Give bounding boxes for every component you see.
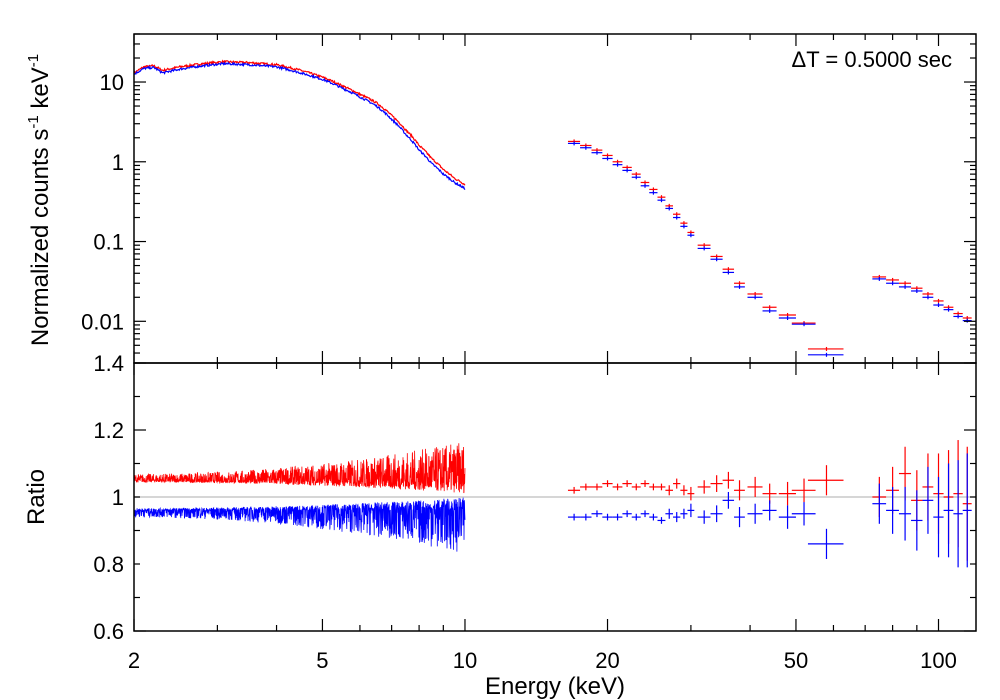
x-tick-label: 5	[316, 648, 328, 673]
x-tick-label: 10	[453, 648, 477, 673]
ratio-band-red	[134, 443, 465, 493]
x-tick-label: 50	[784, 648, 808, 673]
ratio-y-tick-label: 0.6	[93, 619, 124, 644]
y-title-mid: keV	[27, 67, 54, 115]
ratio-panel: 0.6 0.8 1 1.2 2 5 10 20 50 100 Ratio Energy (keV…	[23, 363, 976, 700]
ratio-y-tick-label: 1	[112, 485, 124, 510]
ratio-y-axis-title: Ratio	[23, 469, 50, 525]
spectrum-frame	[134, 34, 976, 363]
y-title-main: Normalized counts s	[27, 129, 54, 346]
ratio-series-red	[134, 440, 972, 561]
time-annotation: ΔT = 0.5000 sec	[792, 47, 952, 72]
x-tick-label: 2	[128, 648, 140, 673]
spectrum-axis-ticks	[134, 34, 976, 363]
x-tick-label: 20	[595, 648, 619, 673]
spectrum-y-tick-labels: 0.01 0.1 1 10	[81, 70, 124, 334]
spectrum-curve-red	[134, 61, 465, 186]
spectrum-y-tick-label: 1	[112, 150, 124, 175]
ratio-y-tick-label: 0.8	[93, 552, 124, 577]
y-title-sup2: -1	[25, 54, 42, 67]
spectrum-y-axis-title: Normalized counts s-1 keV-1	[25, 54, 54, 346]
ratio-band-blue	[134, 498, 465, 552]
spectrum-series-blue	[134, 63, 972, 357]
ratio-series-blue	[134, 453, 972, 567]
spectrum-curve-blue	[134, 63, 465, 190]
x-axis-title: Energy (keV)	[485, 673, 625, 700]
x-tick-label: 100	[920, 648, 957, 673]
ratio-y-tick-labels: 0.6 0.8 1 1.2	[93, 418, 124, 644]
spectrum-panel: 0.01 0.1 1 10 ΔT = 0.5000 sec 1.4 Normalize…	[25, 34, 976, 376]
y-title-sup1: -1	[25, 115, 42, 128]
ratio-y-tick-label: 1.2	[93, 418, 124, 443]
spectrum-bottom-tick-label: 1.4	[93, 351, 124, 376]
spectrum-y-tick-label: 10	[100, 70, 124, 95]
spectrum-y-tick-label: 0.1	[93, 230, 124, 255]
ratio-data-layer	[134, 440, 976, 567]
spectrum-data-layer	[134, 61, 972, 357]
spectrum-y-tick-label: 0.01	[81, 309, 124, 334]
spectrum-series-red	[134, 61, 972, 351]
x-tick-labels: 2 5 10 20 50 100	[128, 648, 957, 673]
